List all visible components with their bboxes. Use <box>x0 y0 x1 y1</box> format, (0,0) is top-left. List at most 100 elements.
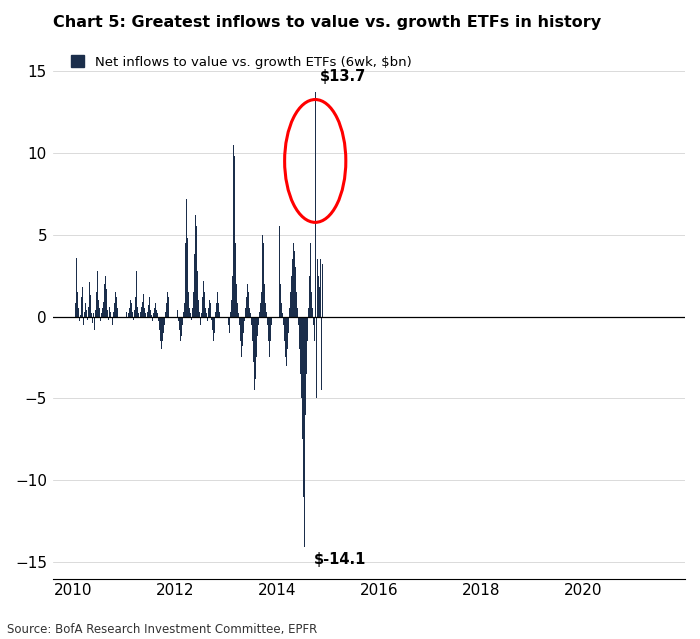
Bar <box>246 297 247 316</box>
Bar <box>208 309 209 316</box>
Bar <box>215 312 216 316</box>
Bar <box>161 316 162 350</box>
Bar <box>134 310 135 316</box>
Bar <box>196 226 197 316</box>
Bar <box>304 316 305 548</box>
Bar <box>274 275 275 316</box>
Bar <box>85 304 86 316</box>
Bar <box>164 312 166 316</box>
Bar <box>117 309 118 316</box>
Bar <box>198 300 199 316</box>
Bar <box>158 316 159 321</box>
Bar <box>184 304 186 316</box>
Bar <box>191 316 192 320</box>
Bar <box>149 297 150 316</box>
Bar <box>247 284 248 316</box>
Bar <box>146 316 147 318</box>
Bar <box>308 309 309 316</box>
Bar <box>291 275 292 316</box>
Bar <box>204 292 205 316</box>
Bar <box>284 316 285 341</box>
Bar <box>168 297 169 316</box>
Bar <box>320 259 321 316</box>
Bar <box>148 305 149 316</box>
Bar <box>307 316 308 341</box>
Bar <box>152 316 153 321</box>
Bar <box>305 316 306 415</box>
Bar <box>203 281 204 316</box>
Bar <box>294 251 295 316</box>
Bar <box>115 292 116 316</box>
Bar <box>200 316 201 325</box>
Bar <box>210 304 211 316</box>
Bar <box>266 312 267 316</box>
Bar <box>81 297 82 316</box>
Bar <box>237 304 238 316</box>
Legend: Net inflows to value vs. growth ETFs (6wk, $bn): Net inflows to value vs. growth ETFs (6w… <box>66 50 416 74</box>
Bar <box>256 316 257 357</box>
Bar <box>310 243 311 316</box>
Bar <box>153 313 154 316</box>
Bar <box>183 312 184 316</box>
Bar <box>299 316 300 350</box>
Bar <box>317 259 318 316</box>
Bar <box>253 316 254 362</box>
Bar <box>251 316 252 325</box>
Bar <box>201 313 202 316</box>
Bar <box>169 313 171 316</box>
Bar <box>88 307 89 316</box>
Bar <box>230 312 231 316</box>
Bar <box>315 92 316 316</box>
Bar <box>113 304 115 316</box>
Bar <box>140 312 141 316</box>
Bar <box>257 316 258 336</box>
Bar <box>287 316 288 350</box>
Bar <box>232 275 233 316</box>
Bar <box>95 310 96 316</box>
Bar <box>89 282 90 316</box>
Bar <box>123 269 125 316</box>
Bar <box>96 292 97 316</box>
Bar <box>276 248 277 316</box>
Bar <box>301 316 302 399</box>
Text: $-14.1: $-14.1 <box>314 552 366 567</box>
Bar <box>132 312 133 316</box>
Bar <box>245 309 246 316</box>
Bar <box>238 313 239 316</box>
Bar <box>295 267 296 316</box>
Bar <box>217 292 218 316</box>
Bar <box>74 316 76 320</box>
Bar <box>288 316 289 333</box>
Bar <box>110 312 111 316</box>
Bar <box>289 309 290 316</box>
Bar <box>120 310 121 316</box>
Bar <box>99 309 100 316</box>
Bar <box>125 304 126 316</box>
Bar <box>199 312 200 316</box>
Bar <box>179 316 181 330</box>
Bar <box>104 284 105 316</box>
Bar <box>264 284 265 316</box>
Bar <box>166 304 167 316</box>
Bar <box>102 309 103 316</box>
Bar <box>254 316 255 390</box>
Bar <box>296 292 297 316</box>
Bar <box>103 302 104 316</box>
Bar <box>101 313 102 316</box>
Bar <box>277 161 279 316</box>
Bar <box>84 312 85 316</box>
Bar <box>163 316 164 333</box>
Bar <box>234 156 235 316</box>
Bar <box>279 226 280 316</box>
Bar <box>112 316 113 325</box>
Bar <box>259 312 260 316</box>
Bar <box>313 316 314 325</box>
Bar <box>127 316 128 318</box>
Bar <box>73 315 74 316</box>
Bar <box>241 316 242 357</box>
Text: $13.7: $13.7 <box>321 69 367 84</box>
Bar <box>286 316 287 366</box>
Bar <box>195 215 196 316</box>
Bar <box>181 316 182 336</box>
Bar <box>227 304 228 316</box>
